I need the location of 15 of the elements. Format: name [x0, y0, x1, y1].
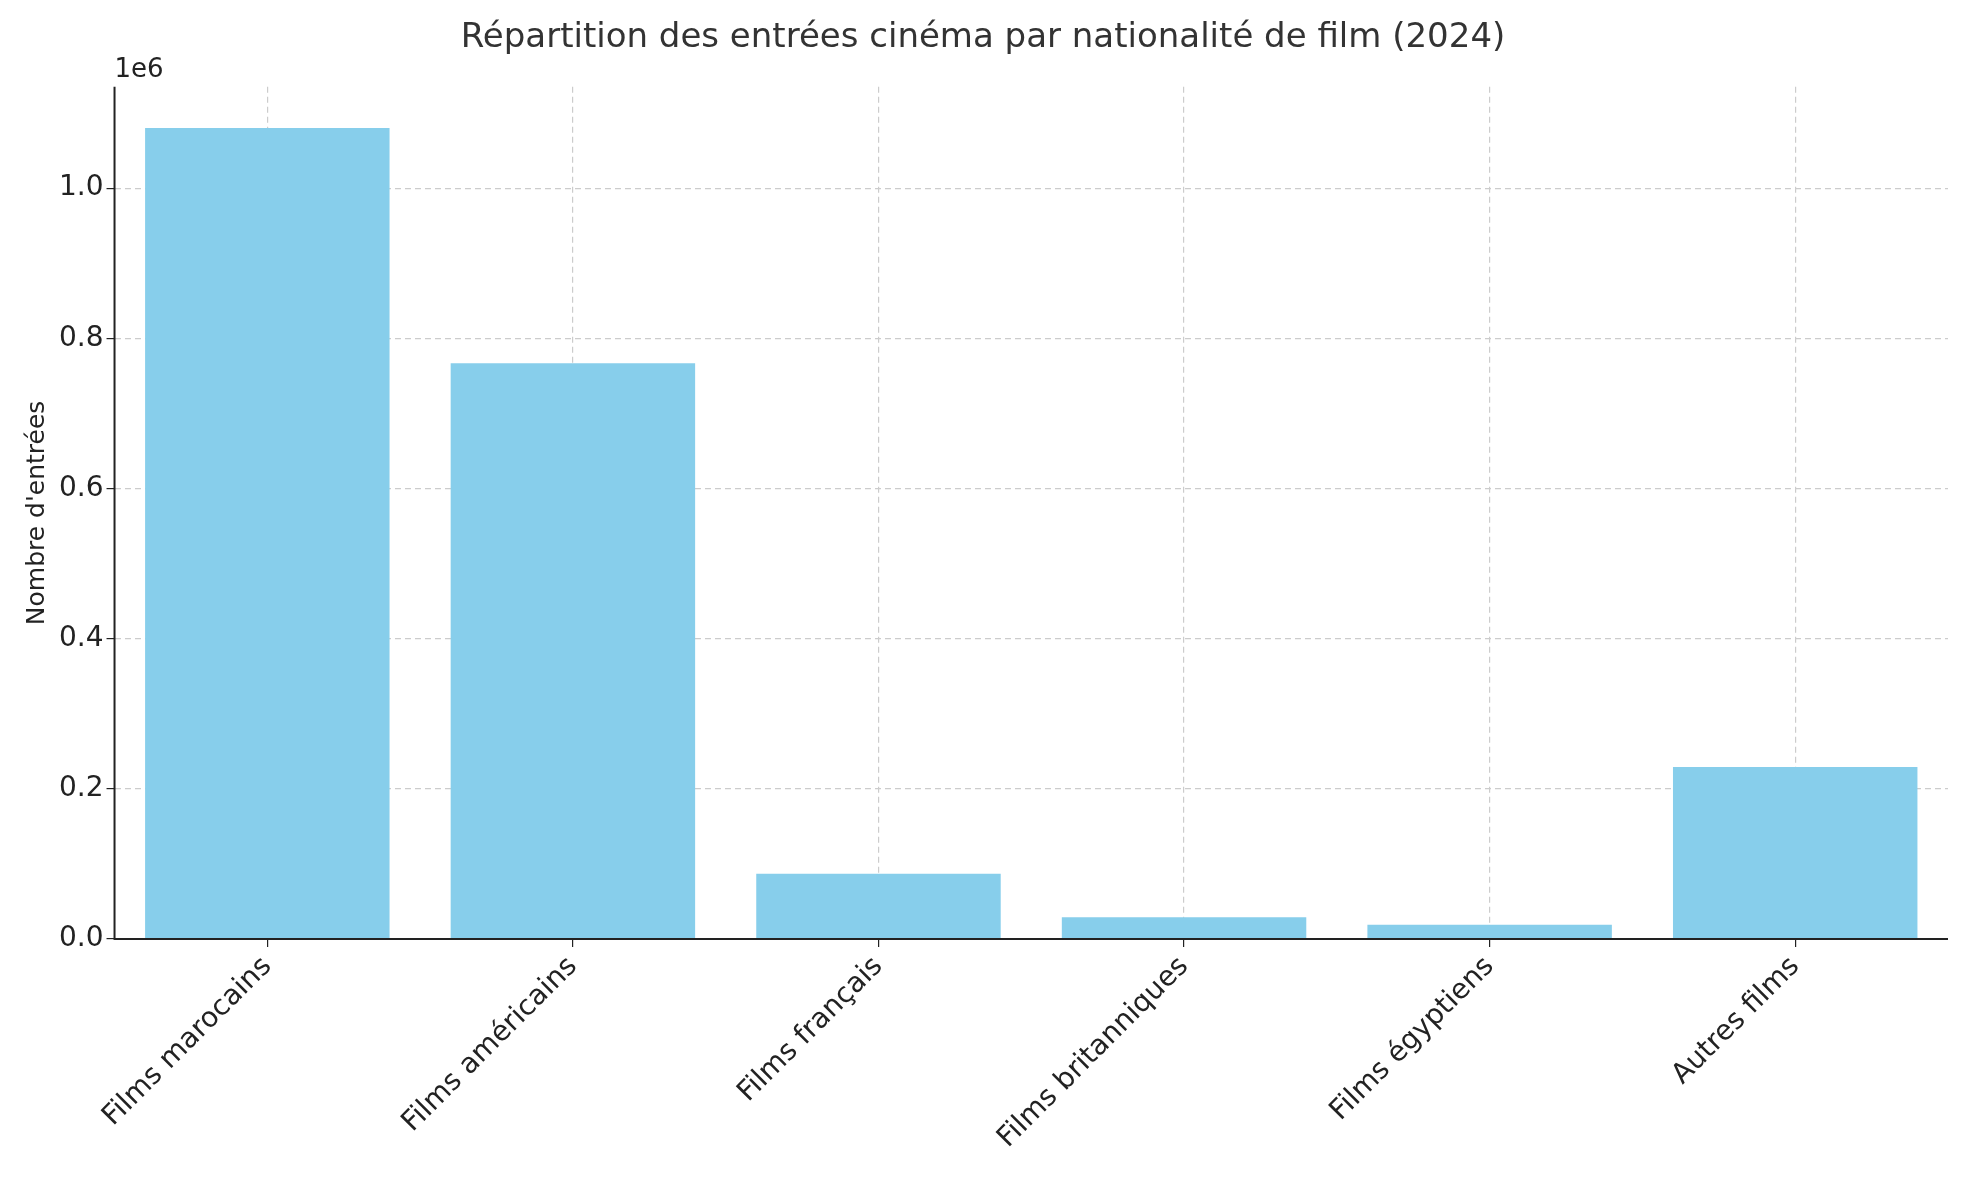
bar [450, 363, 696, 939]
y-axis-title: Nombre d'entrées [20, 400, 50, 626]
bar [1367, 924, 1612, 939]
y-tick-label: 0.6 [59, 469, 104, 503]
y-tick-label: 1.0 [59, 169, 104, 203]
bar [1672, 767, 1918, 939]
text: 1e6 [114, 52, 164, 83]
bar [1061, 917, 1307, 939]
bar [756, 873, 1001, 939]
y-tick-label: 0.2 [59, 770, 104, 804]
y-tick-label: 0.8 [59, 319, 104, 353]
y-tick-label: 0.0 [59, 920, 104, 954]
bar [145, 128, 390, 939]
chart-title: Répartition des entrées cinéma par nationalité de film (2024) [460, 15, 1506, 56]
y-tick-label: 0.4 [59, 620, 104, 653]
